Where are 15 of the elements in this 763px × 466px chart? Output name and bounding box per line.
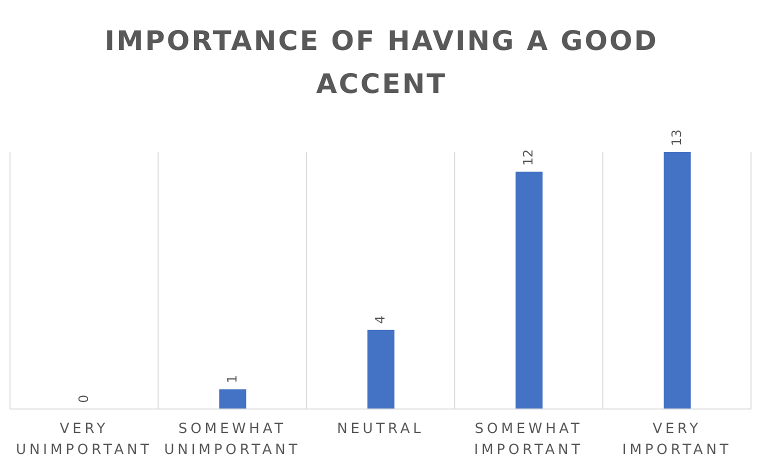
x-tick-label: VERY IMPORTANT <box>622 421 732 458</box>
data-label: 1 <box>225 374 240 384</box>
bar <box>219 389 246 409</box>
x-tick-label: SOMEWHAT UNIMPORTANT <box>164 421 300 458</box>
bar <box>516 172 543 409</box>
x-tick-label: VERY UNIMPORTANT <box>16 421 152 458</box>
data-label: 12 <box>522 149 537 166</box>
chart-title: IMPORTANCE OF HAVING A GOOD ACCENT <box>104 25 660 102</box>
bar <box>664 152 691 409</box>
data-label: 13 <box>670 129 685 146</box>
data-label: 0 <box>77 394 92 403</box>
x-tick-label: NEUTRAL <box>336 421 424 437</box>
x-tick-label: SOMEWHAT IMPORTANT <box>474 421 584 458</box>
bar <box>367 330 394 409</box>
data-label: 4 <box>374 316 388 324</box>
